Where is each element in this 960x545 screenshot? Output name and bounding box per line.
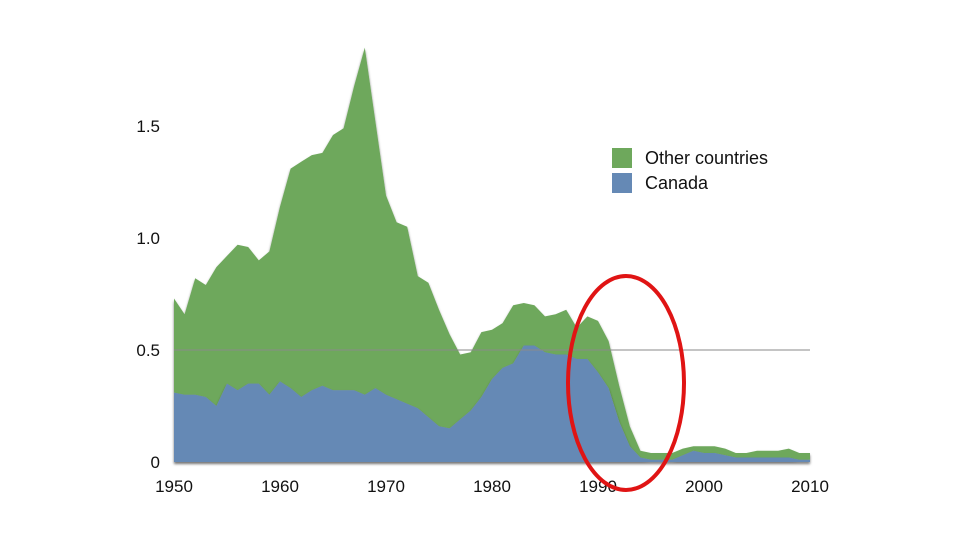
series-area-other-countries [174, 47, 810, 460]
x-tick-label: 1970 [367, 477, 405, 496]
series-layer [174, 47, 810, 462]
legend-label: Canada [645, 173, 709, 193]
series-area-canada [174, 345, 810, 462]
x-tick-label: 1980 [473, 477, 511, 496]
x-tick-label: 1990 [579, 477, 617, 496]
legend-swatch [612, 173, 632, 193]
y-tick-label: 1.0 [136, 229, 160, 248]
x-axis: 1950 1960 1970 1980 1990 2000 2010 [155, 477, 829, 496]
legend-label: Other countries [645, 148, 768, 168]
x-tick-label: 2000 [685, 477, 723, 496]
y-tick-label: 1.5 [136, 117, 160, 136]
y-axis: 0 0.5 1.0 1.5 [136, 117, 160, 472]
legend-swatch [612, 148, 632, 168]
annotation-layer [566, 274, 686, 492]
highlight-ellipse [566, 274, 686, 492]
y-tick-label: 0 [151, 453, 160, 472]
x-tick-label: 1960 [261, 477, 299, 496]
x-tick-label: 1950 [155, 477, 193, 496]
x-tick-label: 2010 [791, 477, 829, 496]
y-tick-label: 0.5 [136, 341, 160, 360]
legend: Other countries Canada [612, 148, 768, 193]
